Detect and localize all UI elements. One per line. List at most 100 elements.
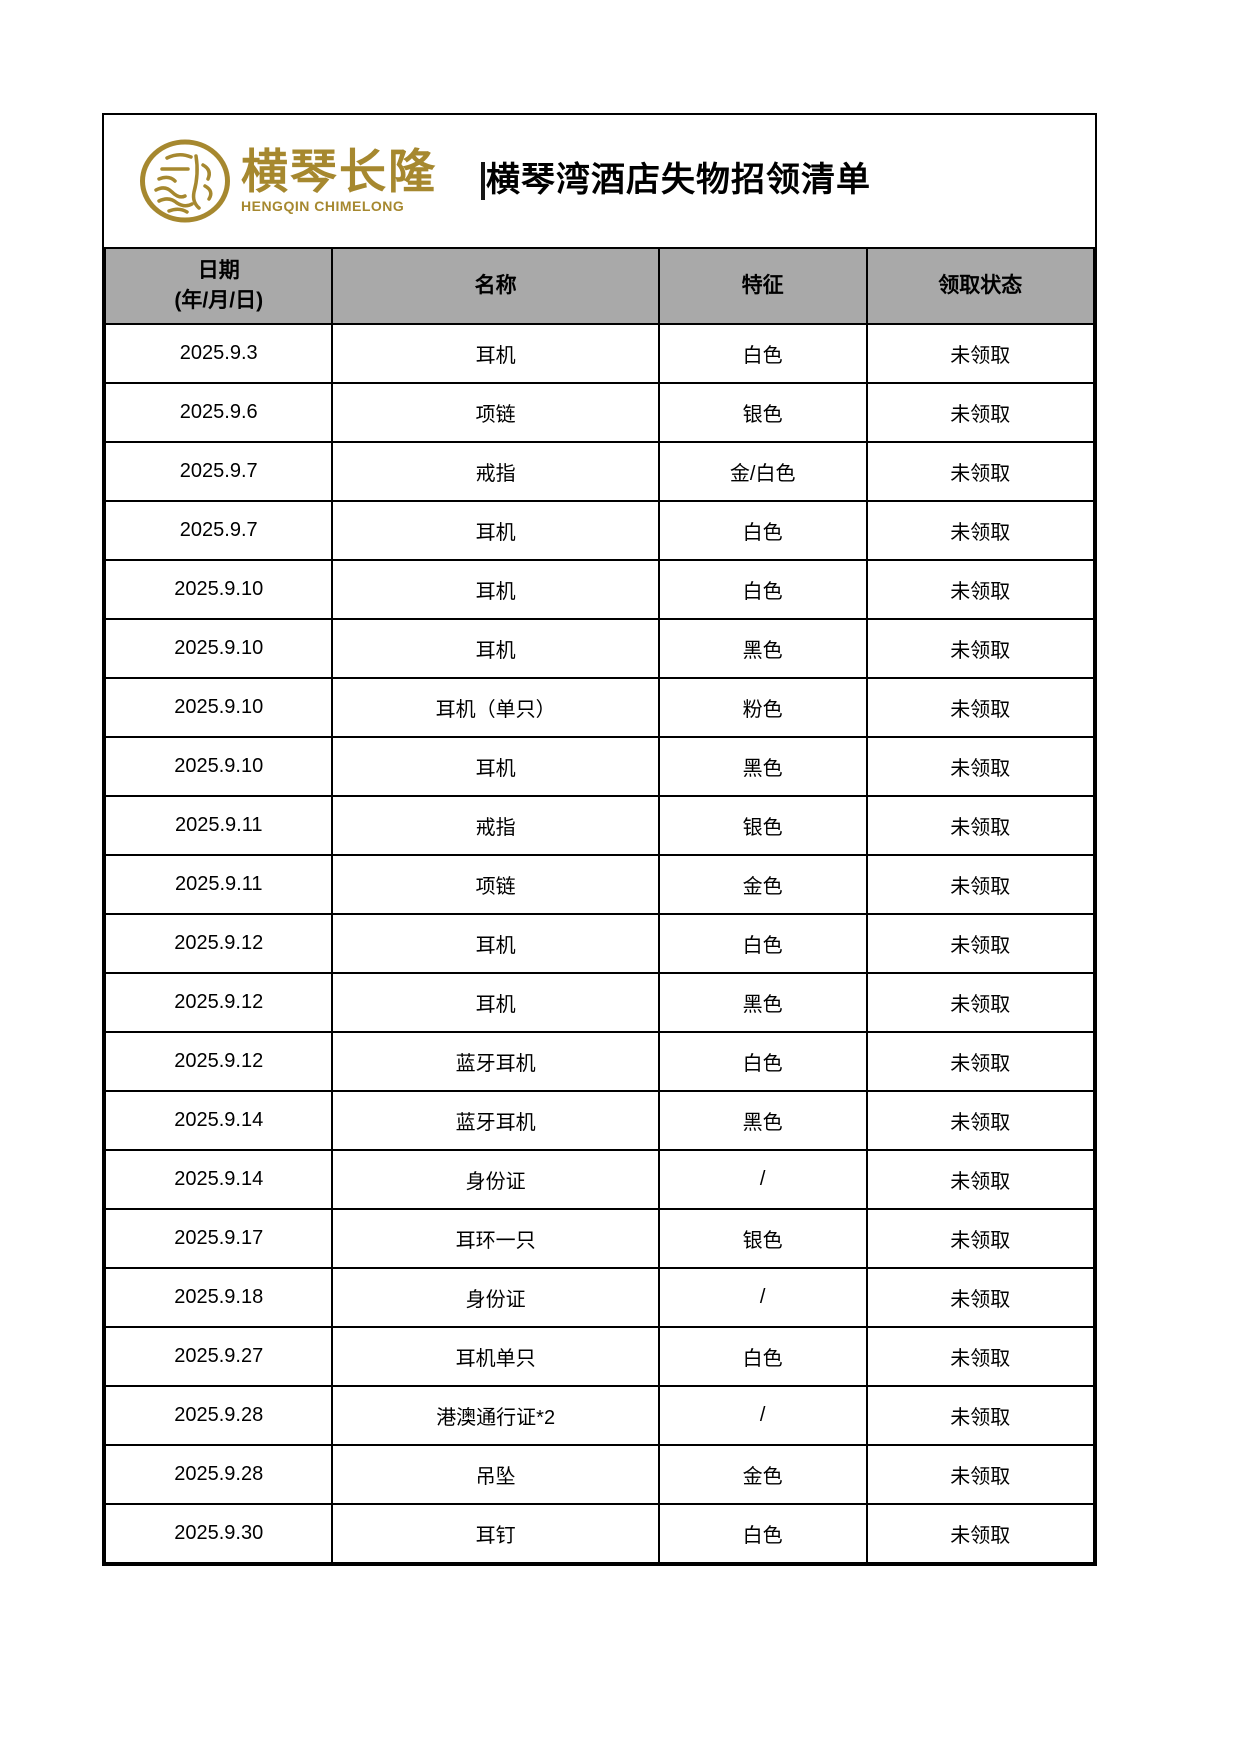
name-cell: 蓝牙耳机 — [331, 1090, 660, 1151]
name-cell: 身份证 — [331, 1267, 660, 1328]
table-row: 2025.9.11 项链 金色 未领取 — [103, 854, 1096, 915]
name-cell: 蓝牙耳机 — [331, 1031, 660, 1092]
status-cell: 未领取 — [865, 1149, 1096, 1210]
table-row: 2025.9.3 耳机 白色 未领取 — [103, 323, 1096, 384]
column-header-feature: 特征 — [657, 247, 868, 325]
table-row: 2025.9.11 戒指 银色 未领取 — [103, 795, 1096, 856]
date-cell: 2025.9.12 — [103, 972, 334, 1033]
table-header: 日期 (年/月/日) 名称 特征 领取状态 — [103, 247, 1096, 325]
status-cell: 未领取 — [865, 972, 1096, 1033]
feature-cell: 白色 — [657, 500, 868, 561]
brand-name-en: HENGQIN CHIMELONG — [241, 198, 405, 214]
date-cell: 2025.9.12 — [103, 1031, 334, 1092]
table-row: 2025.9.10 耳机 黑色 未领取 — [103, 736, 1096, 797]
status-cell: 未领取 — [865, 913, 1096, 974]
date-cell: 2025.9.10 — [103, 559, 334, 620]
date-cell: 2025.9.10 — [103, 736, 334, 797]
name-cell: 戒指 — [331, 795, 660, 856]
status-cell: 未领取 — [865, 500, 1096, 561]
status-cell: 未领取 — [865, 559, 1096, 620]
date-cell: 2025.9.17 — [103, 1208, 334, 1269]
name-cell: 耳机 — [331, 972, 660, 1033]
table-row: 2025.9.27 耳机单只 白色 未领取 — [103, 1326, 1096, 1387]
feature-cell: / — [657, 1267, 868, 1328]
date-cell: 2025.9.6 — [103, 382, 334, 443]
feature-cell: 白色 — [657, 1326, 868, 1387]
feature-cell: 银色 — [657, 1208, 868, 1269]
table-row: 2025.9.12 耳机 白色 未领取 — [103, 913, 1096, 974]
date-cell: 2025.9.10 — [103, 677, 334, 738]
feature-cell: 黑色 — [657, 972, 868, 1033]
feature-cell: / — [657, 1149, 868, 1210]
date-cell: 2025.9.30 — [103, 1503, 334, 1564]
status-cell: 未领取 — [865, 1503, 1096, 1564]
table-row: 2025.9.14 身份证 / 未领取 — [103, 1149, 1096, 1210]
table-row: 2025.9.10 耳机 黑色 未领取 — [103, 618, 1096, 679]
status-cell: 未领取 — [865, 382, 1096, 443]
feature-cell: 金色 — [657, 854, 868, 915]
table-row: 2025.9.7 耳机 白色 未领取 — [103, 500, 1096, 561]
chimelong-seal-icon — [140, 139, 230, 223]
date-cell: 2025.9.7 — [103, 500, 334, 561]
date-cell: 2025.9.18 — [103, 1267, 334, 1328]
name-cell: 耳环一只 — [331, 1208, 660, 1269]
lost-items-table-body: 2025.9.3 耳机 白色 未领取 2025.9.6 项链 银色 未领取 2025.9.7 戒指… — [103, 323, 1096, 1564]
brand-block: 横琴长隆 HENGQIN CHIMELONG — [241, 148, 437, 214]
name-cell: 耳机 — [331, 559, 660, 620]
brand-name-cn: 横琴长隆 — [241, 145, 437, 198]
name-cell: 耳机 — [331, 913, 660, 974]
table-row: 2025.9.30 耳钉 白色 未领取 — [103, 1503, 1096, 1564]
table-row: 2025.9.10 耳机（单只） 粉色 未领取 — [103, 677, 1096, 738]
status-cell: 未领取 — [865, 323, 1096, 384]
date-cell: 2025.9.3 — [103, 323, 334, 384]
feature-cell: / — [657, 1385, 868, 1446]
column-header-name: 名称 — [331, 247, 660, 325]
status-cell: 未领取 — [865, 1267, 1096, 1328]
status-cell: 未领取 — [865, 1326, 1096, 1387]
feature-cell: 银色 — [657, 795, 868, 856]
name-cell: 耳钉 — [331, 1503, 660, 1564]
date-cell: 2025.9.28 — [103, 1444, 334, 1505]
feature-cell: 金/白色 — [657, 441, 868, 502]
name-cell: 身份证 — [331, 1149, 660, 1210]
table-row: 2025.9.7 戒指 金/白色 未领取 — [103, 441, 1096, 502]
feature-cell: 白色 — [657, 323, 868, 384]
table-row: 2025.9.18 身份证 / 未领取 — [103, 1267, 1096, 1328]
name-cell: 耳机 — [331, 618, 660, 679]
date-cell: 2025.9.7 — [103, 441, 334, 502]
logo-band: 横琴长隆 HENGQIN CHIMELONG 横琴湾酒店失物招领清单 — [104, 115, 1095, 247]
name-cell: 耳机 — [331, 500, 660, 561]
feature-cell: 白色 — [657, 559, 868, 620]
name-cell: 港澳通行证*2 — [331, 1385, 660, 1446]
status-cell: 未领取 — [865, 618, 1096, 679]
status-cell: 未领取 — [865, 1444, 1096, 1505]
feature-cell: 金色 — [657, 1444, 868, 1505]
name-cell: 项链 — [331, 854, 660, 915]
name-cell: 耳机单只 — [331, 1326, 660, 1387]
feature-cell: 白色 — [657, 1031, 868, 1092]
column-header-date: 日期 (年/月/日) — [103, 247, 334, 325]
table-header-row: 日期 (年/月/日) 名称 特征 领取状态 — [103, 247, 1096, 325]
date-cell: 2025.9.14 — [103, 1090, 334, 1151]
feature-cell: 黑色 — [657, 736, 868, 797]
column-header-date-line1: 日期 — [197, 258, 240, 282]
status-cell: 未领取 — [865, 1385, 1096, 1446]
date-cell: 2025.9.14 — [103, 1149, 334, 1210]
feature-cell: 银色 — [657, 382, 868, 443]
table-row: 2025.9.6 项链 银色 未领取 — [103, 382, 1096, 443]
date-cell: 2025.9.12 — [103, 913, 334, 974]
date-cell: 2025.9.27 — [103, 1326, 334, 1387]
status-cell: 未领取 — [865, 1208, 1096, 1269]
feature-cell: 粉色 — [657, 677, 868, 738]
status-cell: 未领取 — [865, 677, 1096, 738]
table-row: 2025.9.28 吊坠 金色 未领取 — [103, 1444, 1096, 1505]
status-cell: 未领取 — [865, 736, 1096, 797]
table-row: 2025.9.12 蓝牙耳机 白色 未领取 — [103, 1031, 1096, 1092]
date-cell: 2025.9.28 — [103, 1385, 334, 1446]
feature-cell: 白色 — [657, 913, 868, 974]
table-row: 2025.9.17 耳环一只 银色 未领取 — [103, 1208, 1096, 1269]
column-header-date-line2: (年/月/日) — [174, 289, 264, 312]
date-cell: 2025.9.11 — [103, 795, 334, 856]
lost-items-table: 日期 (年/月/日) 名称 特征 领取状态 2025.9.3 耳机 白色 未领取 202… — [103, 247, 1096, 1564]
